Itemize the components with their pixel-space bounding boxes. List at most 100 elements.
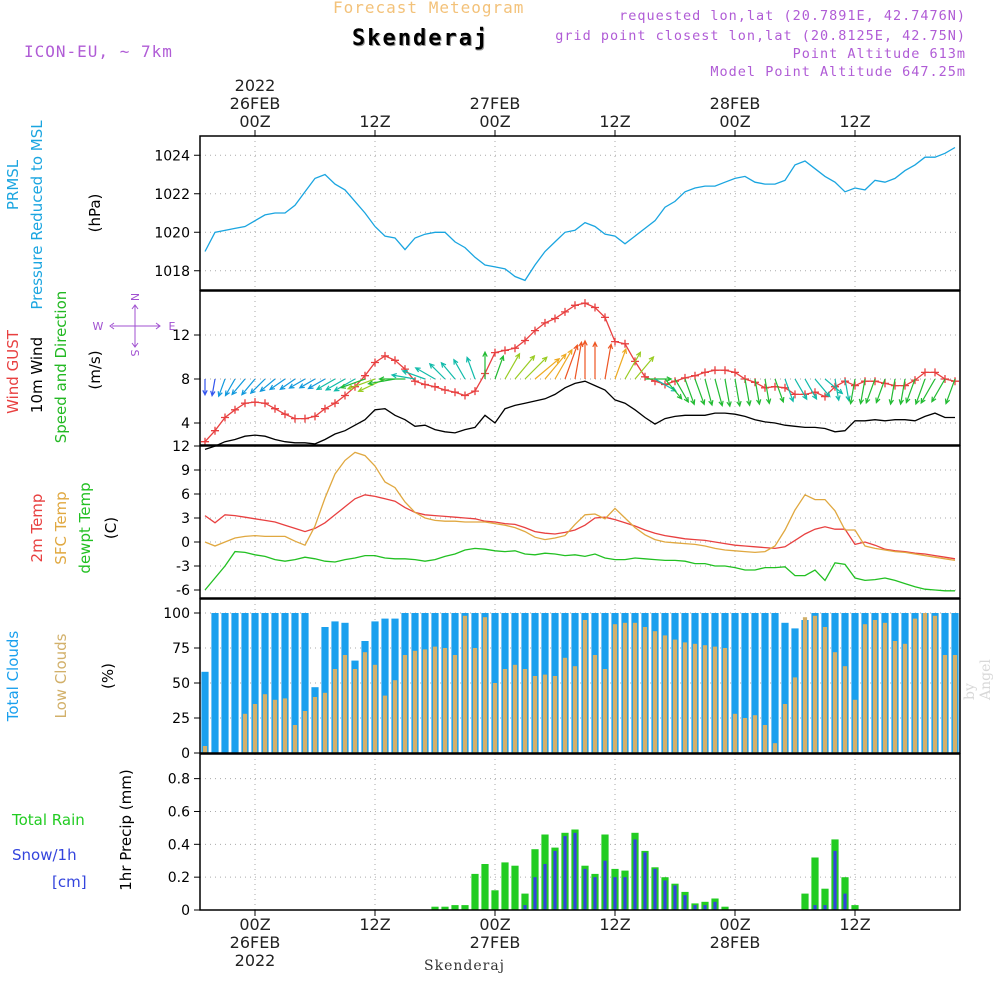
bar — [663, 880, 667, 910]
bar — [432, 646, 438, 753]
credit-watermark: by Angel — [962, 659, 994, 700]
bar — [673, 885, 677, 910]
bar — [392, 680, 398, 753]
bar — [342, 655, 348, 753]
panel-frame — [199, 598, 961, 754]
wind-direction-arrow — [814, 378, 831, 398]
wind-direction-arrow — [764, 378, 772, 405]
wind-direction-arrow — [482, 350, 488, 379]
wind-direction-arrow — [848, 378, 856, 406]
compass-north: N — [128, 293, 141, 301]
bar — [912, 618, 918, 753]
bar — [352, 669, 358, 753]
gust-marker — [531, 326, 539, 335]
bottom-axis-label: 00Z — [239, 915, 270, 934]
bar — [583, 868, 587, 910]
bottom-axis-label: 00Z — [479, 915, 510, 934]
bar — [322, 692, 328, 753]
y-tick-label: 1024 — [154, 148, 190, 164]
footer-station-label: Skenderaj — [424, 958, 506, 974]
y-tick-label: 0.4 — [168, 837, 190, 853]
bar — [851, 613, 859, 753]
bar — [202, 746, 208, 753]
bar — [833, 850, 837, 910]
model-label: ICON-EU, ~ 7km — [24, 42, 173, 61]
wind-direction-arrow — [202, 379, 208, 397]
top-axis-label: 12Z — [359, 112, 390, 131]
top-axis-label: 00Z — [239, 112, 270, 131]
bar — [653, 868, 657, 910]
wind-label-group: 10m Wind — [28, 337, 46, 413]
bar — [842, 666, 848, 753]
wind-direction-arrow — [298, 378, 316, 389]
bar — [211, 613, 219, 753]
y-tick-label: 6 — [181, 487, 190, 503]
bottom-axis-label: 12Z — [839, 915, 870, 934]
bar — [633, 839, 637, 910]
bar — [882, 622, 888, 753]
compass-south: S — [128, 350, 141, 357]
series-line — [204, 547, 955, 592]
temp-unit: (C) — [102, 517, 120, 539]
bar — [592, 655, 598, 753]
y-tick-label: 0.8 — [168, 772, 190, 788]
bar — [312, 697, 318, 753]
wind-direction-arrow — [614, 347, 627, 380]
gust-marker — [601, 313, 609, 322]
bar — [481, 864, 489, 910]
bar — [821, 888, 829, 910]
wind-direction-arrow — [534, 357, 561, 380]
bar — [321, 627, 329, 753]
gust-marker — [621, 339, 629, 348]
wind-direction-arrow — [414, 367, 436, 380]
gust-marker — [381, 351, 389, 360]
compass-east: E — [169, 320, 176, 333]
panel-3: 0 25 50 75 100 — [163, 598, 961, 762]
bar — [522, 669, 528, 753]
bar — [502, 669, 508, 753]
bar — [721, 906, 729, 910]
bar — [552, 676, 558, 753]
y-tick-label: 0.6 — [168, 804, 190, 820]
wind-direction-arrow — [920, 378, 936, 405]
y-tick-label: -6 — [176, 583, 190, 599]
gust-marker — [421, 380, 429, 389]
bar — [872, 620, 878, 753]
bar — [572, 666, 578, 753]
wind-direction-arrow — [931, 378, 946, 403]
y-tick-label: 0 — [181, 746, 190, 762]
bar — [422, 649, 428, 753]
wind-direction-arrow — [453, 358, 466, 380]
wind-direction-arrow — [390, 373, 416, 380]
bar — [812, 615, 818, 753]
gust-marker — [541, 318, 549, 327]
gust-marker — [821, 392, 829, 401]
total-rain-label: Total Rain — [11, 811, 85, 829]
bar — [562, 657, 568, 753]
bar — [362, 652, 368, 753]
bar — [932, 615, 938, 753]
prmsl-label: PRMSL — [4, 159, 22, 210]
bottom-axis-label: 12Z — [599, 915, 630, 934]
gust-marker — [431, 382, 439, 391]
compass-vertical-arrows — [131, 304, 139, 348]
bar — [251, 613, 259, 753]
bar — [792, 677, 798, 753]
bottom-axis-label: 26FEB — [230, 933, 281, 952]
temp-2m-label: 2m Temp — [28, 494, 46, 563]
wind-direction-arrow — [466, 356, 476, 380]
wind-direction-arrow — [834, 378, 841, 402]
gust-marker — [251, 398, 259, 407]
bar — [511, 865, 519, 910]
wind-direction-arrow — [259, 378, 276, 393]
bar — [771, 613, 779, 753]
compass-south-group: S — [128, 350, 141, 357]
bar — [702, 645, 708, 753]
bar — [402, 655, 408, 753]
pressure-label-group: Pressure Reduced to MSL — [28, 120, 46, 310]
wind-direction-arrow — [564, 343, 579, 380]
bar — [742, 718, 748, 753]
gust-marker — [551, 314, 559, 323]
bar — [241, 613, 249, 753]
low-clouds-label: Low Clouds — [52, 633, 70, 718]
